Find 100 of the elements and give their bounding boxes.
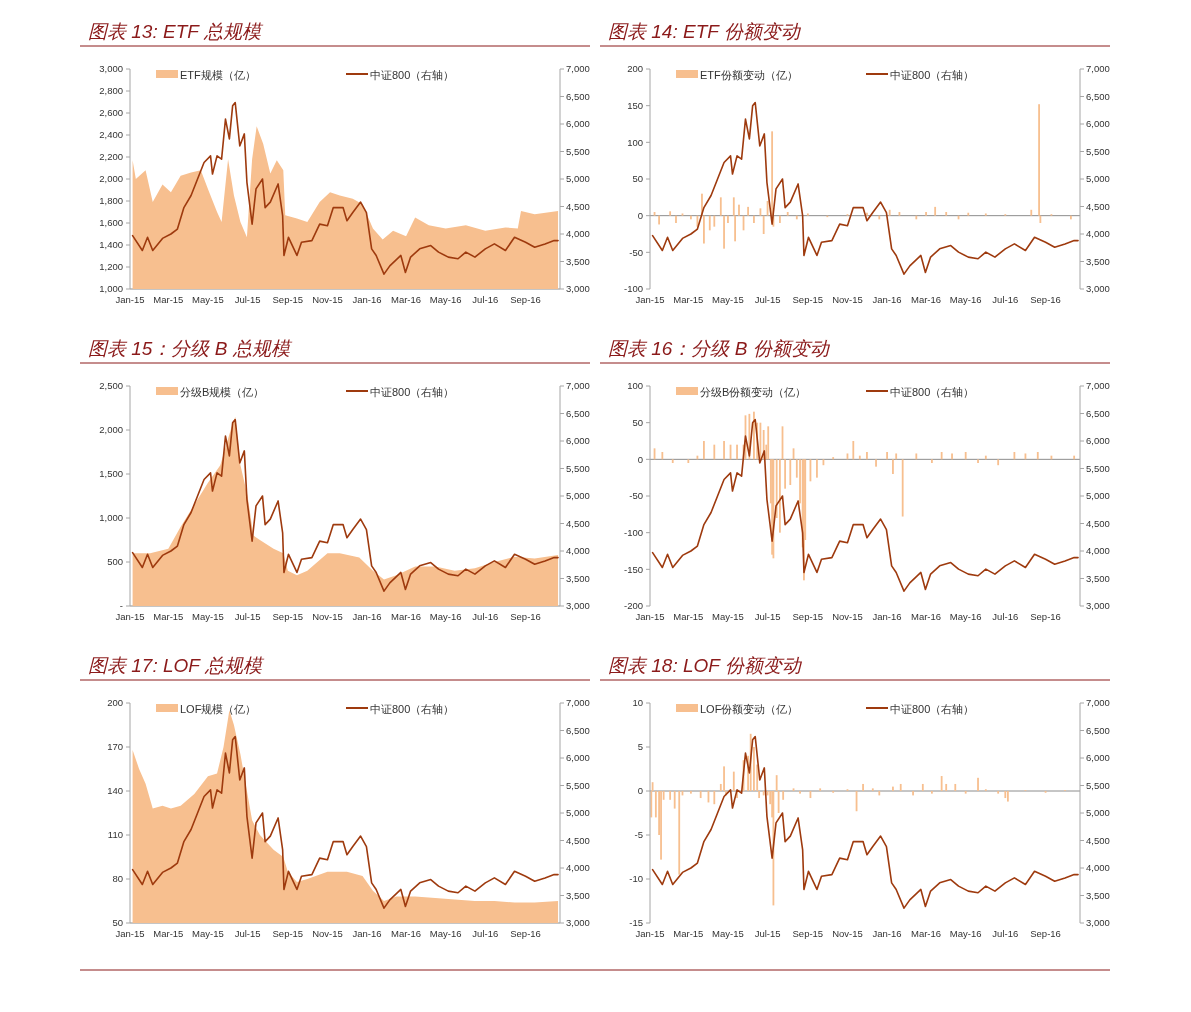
- y2-tick-label: 4,000: [566, 545, 590, 557]
- x-tick-label: Nov-15: [832, 294, 863, 305]
- legend-label: 中证800（右轴）: [370, 385, 455, 398]
- x-tick-label: Jul-16: [992, 928, 1019, 939]
- y-tick-label: 0: [637, 453, 643, 465]
- x-tick-label: Sep-15: [792, 928, 824, 939]
- y2-tick-label: 7,000: [566, 697, 590, 709]
- x-tick-label: Jul-15: [234, 928, 261, 939]
- y2-tick-label: 4,000: [566, 862, 590, 874]
- y2-tick-label: 3,000: [566, 600, 590, 612]
- y2-tick-label: 3,500: [1086, 255, 1110, 267]
- y2-tick-label: 3,000: [566, 917, 590, 929]
- x-tick-label: Nov-15: [312, 928, 343, 939]
- y2-tick-label: 4,000: [1086, 228, 1110, 240]
- x-tick-label: Mar-15: [153, 611, 184, 622]
- y2-tick-label: 3,000: [566, 283, 590, 295]
- x-tick-label: Jan-16: [872, 294, 902, 305]
- y2-tick-label: 3,500: [1086, 572, 1110, 584]
- y2-tick-label: 5,000: [566, 490, 590, 502]
- x-tick-label: Jan-16: [352, 611, 382, 622]
- chart-title: 图表 16：分级 B 份额变动: [608, 338, 831, 359]
- x-tick-label: Jan-15: [115, 294, 145, 305]
- y-tick-label: 2,600: [99, 107, 123, 119]
- x-tick-label: Mar-16: [391, 928, 422, 939]
- y2-tick-label: 5,500: [1086, 462, 1110, 474]
- x-tick-label: May-15: [192, 611, 224, 622]
- legend-label: ETF规模（亿）: [180, 68, 256, 81]
- y-tick-label: 5: [637, 741, 643, 753]
- chart-title: 图表 14: ETF 份额变动: [608, 21, 802, 42]
- x-tick-label: Jul-16: [472, 294, 499, 305]
- x-tick-label: Sep-16: [1030, 928, 1061, 939]
- y-tick-label: 3,000: [99, 63, 123, 75]
- y-tick-label: 500: [107, 556, 123, 568]
- x-tick-label: Jul-16: [992, 294, 1019, 305]
- x-tick-label: May-15: [192, 294, 224, 305]
- x-tick-label: May-16: [429, 611, 462, 622]
- y-tick-label: -50: [629, 490, 643, 502]
- x-tick-label: May-16: [949, 928, 982, 939]
- y-tick-label: 0: [637, 785, 643, 797]
- y2-tick-label: 3,500: [566, 889, 590, 901]
- y2-tick-label: 5,500: [566, 145, 590, 157]
- chart-title: 图表 17: LOF 总规模: [88, 655, 265, 676]
- legend-label: 分级B规模（亿）: [180, 385, 265, 398]
- y2-tick-label: 5,000: [566, 173, 590, 185]
- y-tick-label: 170: [107, 741, 123, 753]
- y-tick-label: 110: [107, 829, 123, 841]
- legend-label: 中证800（右轴）: [890, 702, 975, 715]
- y2-tick-label: 6,500: [1086, 724, 1110, 736]
- y-tick-label: 2,800: [99, 85, 123, 97]
- y2-tick-label: 5,500: [566, 779, 590, 791]
- x-tick-label: Sep-15: [272, 611, 304, 622]
- y2-tick-label: 3,000: [1086, 600, 1110, 612]
- chart-title: 图表 15：分级 B 总规模: [88, 338, 293, 359]
- x-tick-label: May-16: [949, 611, 982, 622]
- y-tick-label: 2,200: [99, 151, 123, 163]
- y2-tick-label: 4,000: [1086, 862, 1110, 874]
- y2-tick-label: 6,000: [1086, 752, 1110, 764]
- y-tick-label: 140: [107, 785, 123, 797]
- x-tick-label: Nov-15: [312, 294, 343, 305]
- y2-tick-label: 7,000: [566, 380, 590, 392]
- chart-title: 图表 13: ETF 总规模: [88, 21, 264, 42]
- y-tick-label: 1,600: [99, 217, 123, 229]
- x-tick-label: Jan-15: [635, 928, 665, 939]
- y2-tick-label: 3,500: [1086, 889, 1110, 901]
- y-tick-label: 1,000: [99, 283, 123, 295]
- x-tick-label: Jul-15: [234, 611, 261, 622]
- y-tick-label: 2,000: [99, 173, 123, 185]
- y2-tick-label: 5,000: [1086, 490, 1110, 502]
- x-tick-label: May-16: [949, 294, 982, 305]
- legend-label: LOF份额变动（亿）: [700, 702, 799, 715]
- x-tick-label: Mar-15: [153, 928, 184, 939]
- y2-tick-label: 4,500: [1086, 517, 1110, 529]
- legend-label: ETF份额变动（亿）: [700, 68, 798, 81]
- y2-tick-label: 6,500: [1086, 407, 1110, 419]
- y-tick-label: 2,000: [99, 424, 123, 436]
- x-tick-label: May-16: [429, 928, 462, 939]
- y-tick-label: 50: [632, 173, 643, 185]
- x-tick-label: Jan-16: [352, 928, 382, 939]
- x-tick-label: Sep-16: [510, 294, 541, 305]
- y-tick-label: 10: [632, 697, 643, 709]
- y2-tick-label: 6,500: [566, 724, 590, 736]
- y-tick-label: 100: [627, 136, 643, 148]
- y-tick-label: 1,200: [99, 261, 123, 273]
- x-tick-label: Nov-15: [312, 611, 343, 622]
- y-tick-label: 1,500: [99, 468, 123, 480]
- x-tick-label: Jan-15: [115, 928, 145, 939]
- x-tick-label: May-15: [712, 294, 744, 305]
- x-tick-label: Jul-16: [472, 928, 499, 939]
- y-tick-label: -200: [623, 600, 643, 612]
- y-tick-label: -5: [634, 829, 643, 841]
- legend-label: 分级B份额变动（亿）: [700, 385, 807, 398]
- y2-tick-label: 6,500: [566, 90, 590, 102]
- y2-tick-label: 4,500: [566, 517, 590, 529]
- x-tick-label: May-15: [192, 928, 224, 939]
- y2-tick-label: 4,000: [566, 228, 590, 240]
- x-tick-label: Mar-15: [673, 928, 704, 939]
- y2-tick-label: 6,000: [566, 118, 590, 130]
- y-tick-label: 2,500: [99, 380, 123, 392]
- x-tick-label: Jul-16: [472, 611, 499, 622]
- y-tick-label: -100: [623, 526, 643, 538]
